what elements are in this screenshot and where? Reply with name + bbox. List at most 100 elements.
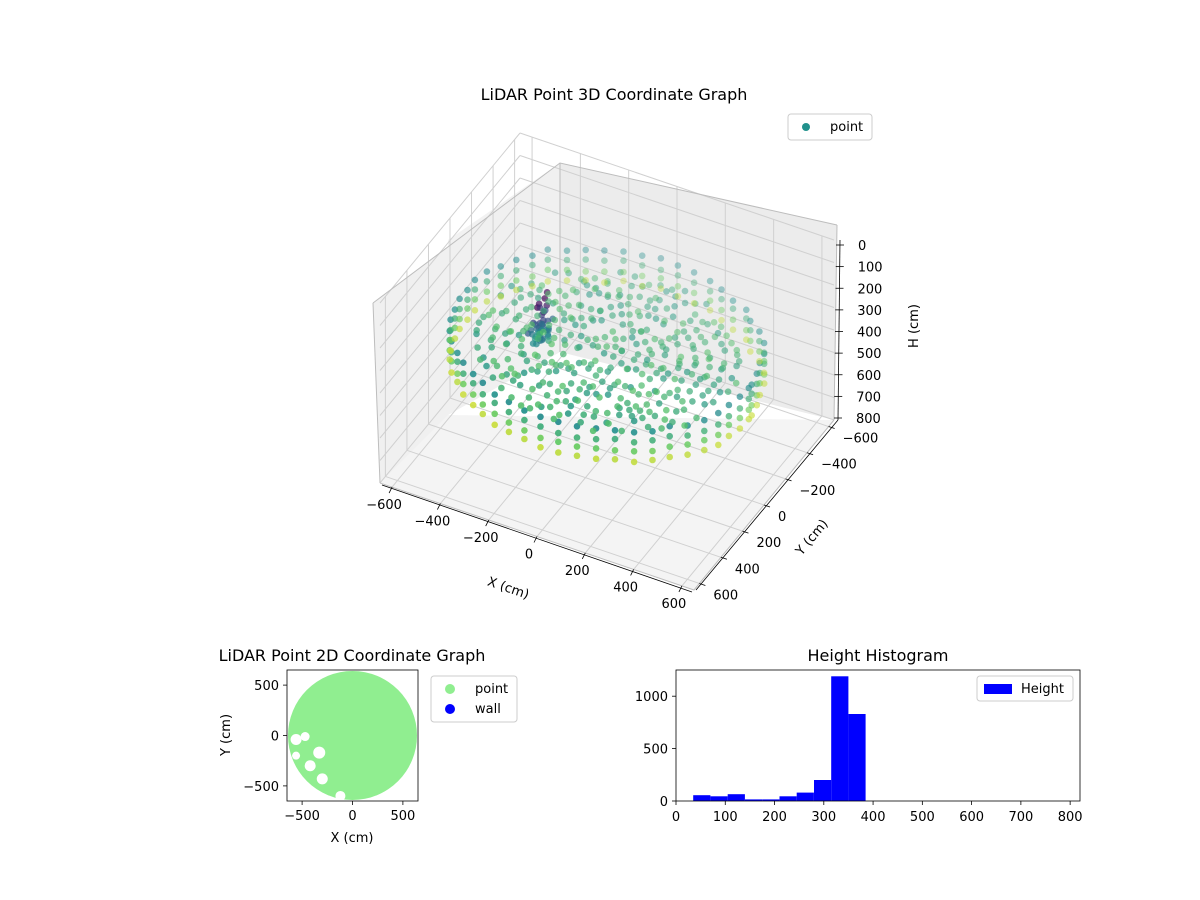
scatter3d-point: [645, 312, 652, 320]
scatter3d-point: [657, 275, 665, 282]
scatter3d-point: [693, 326, 700, 334]
scatter3d-point: [690, 279, 698, 287]
scatter3d-point: [701, 416, 708, 424]
scatter3d-point: [657, 285, 665, 293]
scatter3d-point: [715, 431, 722, 439]
scatter3d-point: [544, 266, 552, 274]
scatter3d-point: [747, 327, 754, 334]
scatter3d-point: [631, 273, 639, 280]
scatter3d-point: [756, 348, 763, 355]
scatter3d-point: [555, 326, 563, 334]
scatter3d-point: [717, 323, 725, 331]
scatter3d-point: [529, 252, 536, 259]
scatter3d-point: [456, 325, 463, 333]
histogram-ticks: 0 100 200 300 400 500 600 700 800 0 500 1000: [635, 690, 1083, 825]
scatter3d-point: [630, 458, 638, 466]
scatter2d-ytick-label: 0: [271, 730, 279, 745]
scatter2d-panel: LiDAR Point 2D Coordinate Graph −500 0 500…: [219, 646, 518, 846]
scatter3d-point: [559, 382, 566, 390]
scatter3d-point: [618, 347, 625, 355]
scatter3d-point: [580, 411, 587, 419]
scatter3d-point: [609, 328, 617, 335]
scatter3d-point: [748, 390, 755, 398]
scatter3d-point: [743, 315, 750, 322]
scatter3d-point: [655, 400, 663, 407]
scatter3d-point: [521, 435, 528, 443]
scatter3d-point: [604, 391, 612, 399]
scatter3d-point: [718, 295, 725, 303]
histogram-bar: [727, 794, 745, 801]
histogram-bar: [762, 799, 780, 801]
scatter3d-point: [735, 358, 743, 365]
histogram-frame: [675, 669, 1081, 802]
x-tick-mark-3d: [678, 585, 683, 593]
scatter3d-point: [718, 286, 725, 293]
scatter3d-point: [645, 281, 653, 289]
scatter3d-point: [760, 380, 768, 387]
scatter3d-point: [596, 366, 604, 374]
scatter3d-point: [699, 318, 706, 326]
scatter3d-point: [656, 296, 663, 304]
scatter3d-point: [544, 256, 552, 264]
histogram-bar: [745, 799, 763, 801]
scatter3d-point: [641, 338, 649, 346]
scatter3d-point: [497, 263, 505, 270]
legend-3d: point: [787, 113, 873, 141]
scatter3d-point: [448, 369, 455, 376]
scatter3d-point: [528, 303, 535, 311]
scatter3d-point: [521, 427, 528, 434]
scatter3d-point: [521, 407, 528, 414]
scatter3d-point: [586, 291, 593, 298]
z-tick-label-3d: 500: [857, 347, 882, 362]
scatter3d-point: [604, 280, 611, 287]
scatter3d-point: [617, 302, 624, 309]
histogram-xtick-label: 300: [811, 810, 836, 825]
scatter3d-point: [653, 369, 660, 377]
scatter2d-ticks: −500 0 500 500 0 −500: [243, 679, 415, 824]
scatter3d-point: [454, 358, 461, 366]
scatter3d-point: [705, 387, 712, 395]
scatter3d-point: [747, 317, 754, 325]
scatter3d-point: [560, 350, 567, 358]
scatter3d-point: [479, 401, 487, 408]
legend-2d-marker-point: [445, 684, 455, 694]
scatter3d-point: [643, 401, 651, 408]
scatter3d-point: [592, 455, 600, 463]
scatter3d-point: [690, 269, 698, 276]
scatter3d-point: [538, 282, 546, 289]
histogram-panel: Height Histogram 0 100 200 300 400 500 600 700 8…: [635, 646, 1083, 825]
scatter3d-point: [704, 349, 711, 356]
scatter3d-point: [701, 401, 708, 408]
scatter3d-point: [704, 320, 711, 328]
scatter3d-point: [592, 335, 600, 343]
scatter3d-point: [618, 310, 626, 318]
scatter3d-point: [544, 278, 552, 285]
scatter3d-point: [597, 307, 604, 315]
scatter3d-point: [471, 296, 479, 303]
scatter2d-plot: [287, 670, 418, 801]
scatter3d-point: [603, 343, 610, 350]
scatter2d-xtick-label: 0: [348, 809, 356, 824]
scatter3d-point: [653, 388, 660, 396]
z-axis-line: [837, 239, 841, 421]
x-tick-label-3d: 200: [565, 564, 590, 579]
scatter3d-point: [690, 289, 698, 297]
histogram-bar: [796, 792, 814, 801]
scatter3d-point: [664, 370, 672, 377]
scatter3d-point: [701, 338, 709, 346]
scatter3d-point: [547, 349, 554, 357]
scatter3d-point: [526, 405, 534, 412]
scatter3d-point: [611, 427, 619, 434]
histogram-bar: [693, 795, 711, 801]
scatter3d-point: [552, 298, 559, 306]
scatter3d-point: [537, 434, 544, 442]
scatter3d-point: [534, 312, 541, 320]
scatter3d-point: [464, 316, 471, 324]
scatter3d-point: [488, 344, 496, 351]
y-axis-line: [695, 419, 839, 591]
scatter3d-point: [645, 390, 653, 398]
scatter3d-point: [604, 409, 611, 417]
scatter3d-point: [515, 312, 523, 320]
pane-back: [560, 163, 837, 420]
y-tick-label-3d: 200: [756, 536, 781, 551]
